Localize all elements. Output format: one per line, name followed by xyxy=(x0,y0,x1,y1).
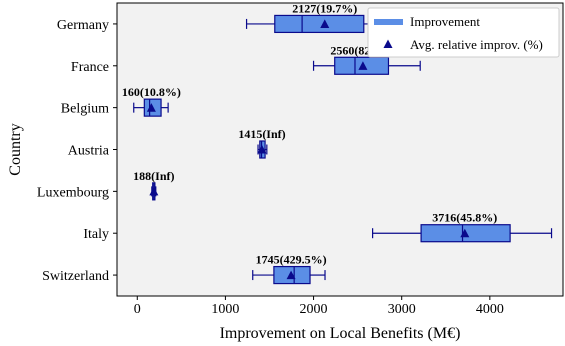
y-tick-label: Belgium xyxy=(61,102,109,117)
box-annotation: 2127(19.7%) xyxy=(292,1,357,15)
x-tick-label: 4000 xyxy=(476,302,504,317)
box-annotation: 1745(429.5%) xyxy=(256,253,327,267)
box-iqr xyxy=(274,14,365,34)
legend-bar-swatch xyxy=(374,19,403,25)
y-tick-label: France xyxy=(71,60,109,75)
y-tick-label: Luxembourg xyxy=(37,185,109,200)
legend-triangle-marker xyxy=(383,39,393,48)
legend-box xyxy=(367,7,560,58)
box-luxembourg xyxy=(149,182,159,201)
box-france xyxy=(312,56,421,75)
mean-marker xyxy=(320,19,330,28)
box-annotation: 3716(45.8%) xyxy=(432,211,497,225)
legend-label: Avg. relative improv. (%) xyxy=(410,37,543,52)
mean-marker xyxy=(286,270,296,280)
y-tick-label: Germany xyxy=(57,18,109,33)
x-tick-label: 0 xyxy=(134,302,141,317)
box-switzerland xyxy=(252,265,326,285)
x-tick-label: 1000 xyxy=(211,302,239,317)
box-italy xyxy=(372,224,553,243)
x-tick-label: 2000 xyxy=(300,302,328,317)
box-annotation: 160(10.8%) xyxy=(122,85,181,99)
y-tick-label: Italy xyxy=(83,227,109,242)
box-austria xyxy=(257,140,268,159)
y-axis-label: Country xyxy=(7,123,24,175)
box-belgium xyxy=(133,98,169,117)
mean-marker xyxy=(358,61,368,70)
x-axis-label: Improvement on Local Benefits (M€) xyxy=(220,325,461,342)
box-annotation: 1415(Inf) xyxy=(238,127,285,141)
box-annotation: 188(Inf) xyxy=(133,169,174,183)
y-tick-label: Austria xyxy=(68,144,110,159)
mean-marker xyxy=(149,186,159,196)
mean-marker xyxy=(146,103,156,112)
mean-marker xyxy=(460,228,470,238)
x-tick-label: 3000 xyxy=(388,302,416,317)
y-tick-label: Switzerland xyxy=(42,269,109,284)
legend-label: Improvement xyxy=(410,14,480,29)
mean-marker xyxy=(257,145,267,154)
